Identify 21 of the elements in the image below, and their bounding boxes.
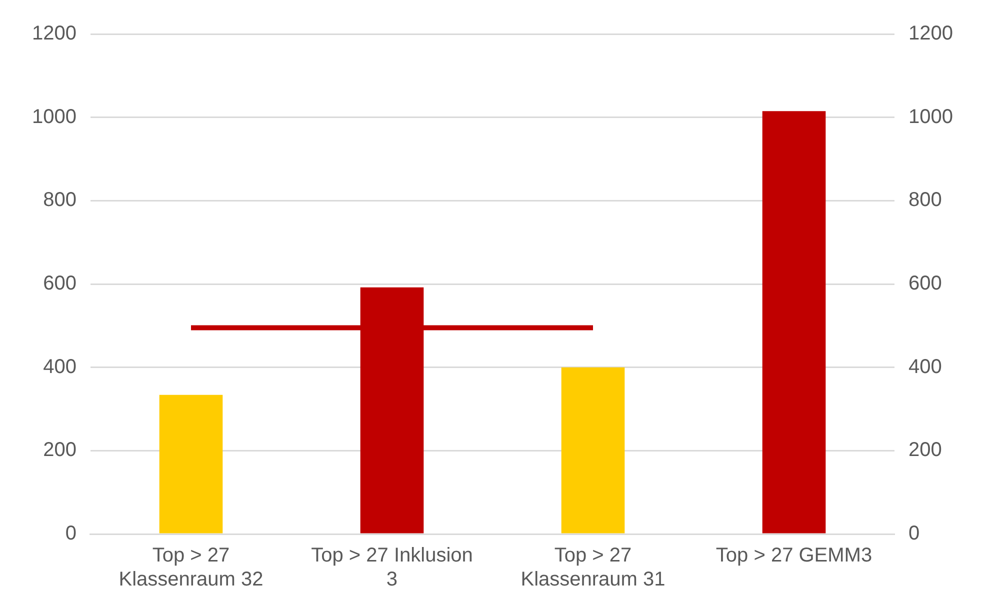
x-tick-label: Top > 27 GEMM3 [716,544,872,567]
y-tick-label: 1200 [32,22,76,45]
y-tick-label: 600 [43,272,76,295]
bar [159,394,223,534]
y-tick-label: 1000 [32,106,76,128]
y-tick-label: 400 [43,356,76,378]
x-tick-label: Top > 27 Klassenraum 31 [520,544,666,591]
y2-tick-label: 400 [908,356,942,378]
y-tick-label: 0 [65,522,76,545]
x-tick-label: Top > 27 Klassenraum 32 [118,544,264,591]
bar [561,367,625,534]
x-tick-label: Top > 27 Inklusion 3 [311,544,473,591]
y2-tick-label: 1200 [908,22,954,45]
y2-tick-label: 800 [908,189,942,212]
y-tick-label: 200 [43,439,76,462]
y2-tick-label: 200 [908,439,942,462]
bar [762,111,826,534]
y2-tick-label: 600 [908,272,942,295]
y2-tick-label: 0 [908,522,920,545]
y2-tick-label: 1000 [908,106,954,128]
y-tick-label: 800 [43,189,76,212]
